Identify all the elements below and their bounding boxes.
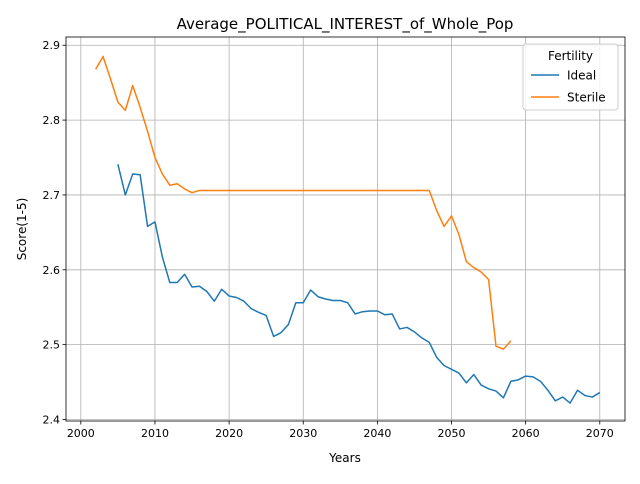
y-tick-label: 2.7: [43, 189, 61, 202]
x-tick-label: 2010: [141, 427, 169, 440]
y-tick-label: 2.8: [43, 114, 61, 127]
y-axis-label: Score(1-5): [15, 198, 29, 261]
legend-label-sterile: Sterile: [567, 91, 606, 105]
legend-label-ideal: Ideal: [567, 69, 596, 83]
x-tick-label: 2030: [289, 427, 317, 440]
y-tick-label: 2.6: [43, 264, 61, 277]
x-tick-label: 2050: [438, 427, 466, 440]
x-tick-label: 2070: [586, 427, 614, 440]
x-tick-label: 2000: [67, 427, 95, 440]
x-axis-label: Years: [328, 451, 361, 465]
legend: Fertility Ideal Sterile: [523, 44, 618, 110]
y-tick-label: 2.4: [43, 414, 61, 427]
x-tick-label: 2040: [363, 427, 391, 440]
chart-title: Average_POLITICAL_INTEREST_of_Whole_Pop: [177, 15, 514, 34]
x-tick-label: 2020: [215, 427, 243, 440]
y-tick-label: 2.5: [43, 339, 61, 352]
legend-title: Fertility: [548, 49, 593, 63]
x-tick-label: 2060: [512, 427, 540, 440]
y-tick-label: 2.9: [43, 39, 61, 52]
